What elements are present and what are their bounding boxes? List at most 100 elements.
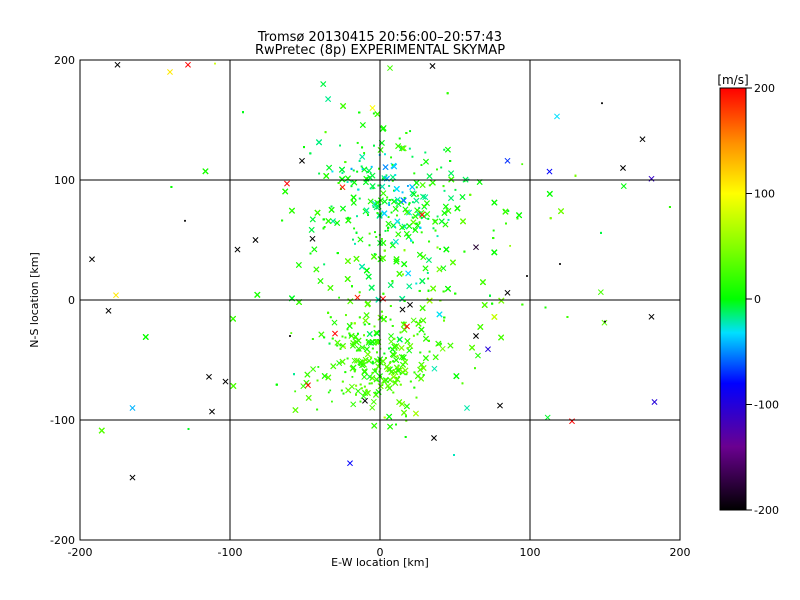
- data-point-dot: [337, 182, 340, 184]
- data-point-cross: [314, 209, 321, 216]
- x-axis-ticks: -200 -100 0 100 200: [68, 546, 691, 559]
- data-point-dot: [358, 197, 361, 200]
- data-point-dot: [415, 222, 418, 225]
- data-point-cross: [346, 323, 353, 329]
- data-point-dot: [323, 263, 326, 266]
- data-point-dot: [350, 322, 353, 324]
- data-point-cross: [316, 139, 322, 146]
- data-point-dot: [392, 360, 395, 363]
- data-point-dot: [340, 389, 343, 392]
- data-point-dot: [331, 337, 334, 340]
- data-point-cross: [431, 435, 437, 441]
- data-point-cross: [402, 367, 409, 374]
- y-axis-label: N-S location [km]: [28, 252, 41, 348]
- data-point-dot: [377, 339, 379, 341]
- colorbar-label: [m/s]: [717, 73, 748, 87]
- data-point-dot: [420, 216, 423, 219]
- data-point-dot: [374, 231, 376, 234]
- data-point-cross: [443, 246, 450, 253]
- data-point-cross: [382, 164, 389, 171]
- data-point-dot: [372, 112, 375, 115]
- data-point-dot: [391, 198, 394, 201]
- x-tick-label: 0: [377, 546, 384, 559]
- data-point-dot: [373, 144, 375, 147]
- data-point-cross: [230, 383, 237, 389]
- x-tick-label: -100: [218, 546, 243, 559]
- data-point-cross: [396, 399, 403, 406]
- data-point-dot: [363, 152, 366, 154]
- colorbar-tick-label: 100: [754, 188, 775, 201]
- data-point-dot: [403, 249, 406, 252]
- colorbar-tick-label: -100: [754, 399, 779, 412]
- data-point-dot: [381, 310, 383, 313]
- data-point-dot: [374, 391, 377, 394]
- data-point-dot: [309, 252, 312, 255]
- data-point-dot: [406, 347, 409, 350]
- data-point-dot: [395, 348, 398, 351]
- data-point-cross: [364, 390, 371, 396]
- data-point-cross: [418, 326, 425, 333]
- data-point-cross: [430, 285, 437, 292]
- data-point-dot: [439, 248, 441, 250]
- data-point-dot: [393, 381, 396, 384]
- data-point-dot: [461, 382, 464, 385]
- data-point-cross: [479, 279, 486, 286]
- data-point-dot: [373, 253, 376, 255]
- data-point-dot: [505, 222, 507, 225]
- data-point-cross: [414, 373, 421, 380]
- data-point-cross: [398, 354, 405, 360]
- data-point-cross: [252, 237, 259, 243]
- data-point-dot: [384, 153, 386, 156]
- data-point-dot: [341, 380, 344, 383]
- data-point-cross: [332, 330, 338, 337]
- data-point-cross: [381, 377, 387, 384]
- data-point-cross: [362, 397, 368, 404]
- data-point-dot: [392, 391, 395, 394]
- data-point-cross: [400, 145, 407, 152]
- data-point-dot: [350, 180, 353, 183]
- data-point-cross: [416, 251, 423, 258]
- data-point-cross: [396, 336, 403, 343]
- data-point-dot: [492, 237, 495, 240]
- data-point-cross: [400, 197, 407, 204]
- data-point-dot: [341, 172, 344, 174]
- data-point-dot: [339, 144, 341, 147]
- data-point-cross: [425, 257, 432, 264]
- data-point-cross: [454, 205, 461, 212]
- data-point-cross: [429, 63, 436, 69]
- data-point-dot: [318, 172, 321, 175]
- data-point-cross: [359, 358, 366, 365]
- data-point-cross: [380, 190, 387, 197]
- y-tick-label: 100: [54, 174, 75, 187]
- data-point-cross: [448, 195, 454, 202]
- data-point-cross: [436, 266, 443, 273]
- data-point-cross: [367, 198, 374, 205]
- data-point-cross: [393, 343, 400, 350]
- data-point-dot: [443, 316, 446, 319]
- data-point-dot: [374, 331, 377, 334]
- data-point-cross: [369, 375, 376, 381]
- data-point-dot: [427, 277, 430, 280]
- data-point-cross: [426, 173, 433, 180]
- data-point-dot: [442, 185, 445, 188]
- data-point-dot: [469, 193, 472, 196]
- data-point-cross: [379, 183, 386, 190]
- data-point-dot: [436, 246, 439, 249]
- data-point-dot: [170, 185, 173, 188]
- data-point-cross: [340, 205, 346, 212]
- data-point-dot: [342, 392, 345, 395]
- data-point-cross: [420, 254, 427, 261]
- data-point-dot: [393, 225, 396, 228]
- data-point-dot: [360, 165, 363, 168]
- data-point-dot: [453, 454, 455, 456]
- data-point-cross: [369, 404, 376, 411]
- data-point-cross: [327, 284, 334, 291]
- data-point-cross: [369, 338, 376, 345]
- data-point-cross: [325, 96, 332, 103]
- data-point-dot: [327, 311, 330, 314]
- data-point-cross: [400, 354, 407, 361]
- data-point-cross: [185, 61, 191, 68]
- data-point-cross: [308, 226, 315, 233]
- data-point-cross: [491, 313, 498, 320]
- data-point-cross: [334, 220, 341, 227]
